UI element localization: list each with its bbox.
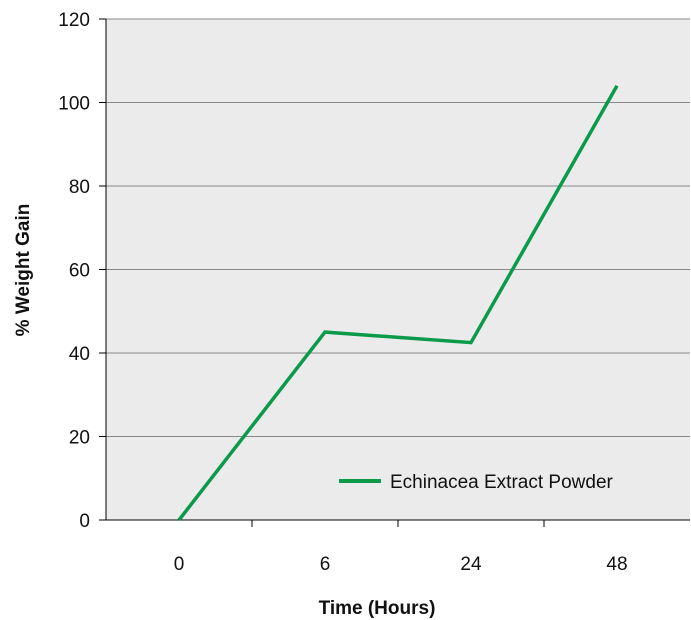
series-line: [177, 84, 619, 522]
series-lines: [177, 84, 619, 522]
x-tick-label: 0: [174, 554, 185, 575]
x-tick-label: 24: [460, 554, 482, 575]
y-tick-label: 0: [79, 511, 90, 532]
x-axis-ticks: 0 6 24 48: [174, 520, 628, 575]
y-tick-label: 60: [69, 261, 90, 282]
legend-label: Echinacea Extract Powder: [390, 472, 614, 493]
y-tick-label: 100: [58, 94, 90, 115]
y-tick-label: 20: [69, 428, 90, 449]
x-tick-label: 6: [320, 554, 331, 575]
gridlines: [106, 18, 690, 437]
y-tick-label: 40: [69, 344, 90, 365]
y-axis-title: % Weight Gain: [13, 204, 34, 337]
y-axis-ticks: 0 20 40 60 80 100 120: [58, 10, 106, 532]
x-axis-title: Time (Hours): [319, 598, 436, 619]
legend: Echinacea Extract Powder: [339, 472, 614, 493]
y-tick-label: 120: [58, 10, 90, 31]
y-tick-label: 80: [69, 177, 90, 198]
x-tick-label: 48: [606, 554, 627, 575]
